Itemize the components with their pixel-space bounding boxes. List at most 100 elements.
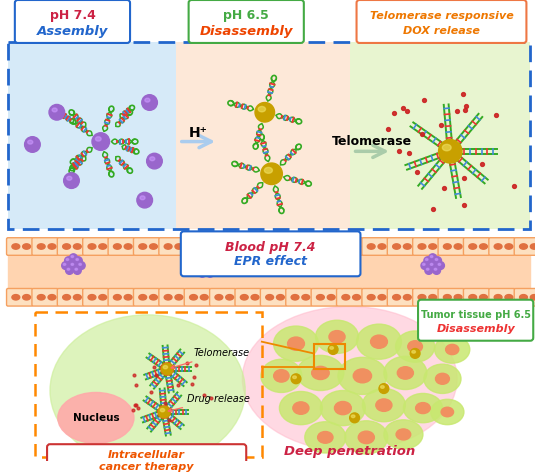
FancyBboxPatch shape <box>83 238 109 255</box>
Ellipse shape <box>202 265 210 272</box>
Ellipse shape <box>12 244 20 249</box>
Ellipse shape <box>425 267 433 274</box>
Ellipse shape <box>297 355 344 390</box>
Ellipse shape <box>396 331 435 362</box>
Ellipse shape <box>243 306 457 451</box>
FancyBboxPatch shape <box>210 238 236 255</box>
Ellipse shape <box>258 107 265 112</box>
FancyBboxPatch shape <box>463 238 490 255</box>
Ellipse shape <box>160 408 165 412</box>
Ellipse shape <box>317 247 324 255</box>
Ellipse shape <box>199 261 202 263</box>
Ellipse shape <box>92 133 110 151</box>
Ellipse shape <box>384 420 423 449</box>
Ellipse shape <box>200 271 202 273</box>
FancyBboxPatch shape <box>184 238 210 255</box>
FancyBboxPatch shape <box>181 231 360 276</box>
Ellipse shape <box>67 268 70 270</box>
FancyBboxPatch shape <box>108 288 135 306</box>
Text: pH 7.4: pH 7.4 <box>50 9 95 22</box>
Ellipse shape <box>195 265 202 272</box>
FancyBboxPatch shape <box>159 238 185 255</box>
Ellipse shape <box>412 351 415 353</box>
Ellipse shape <box>446 345 459 354</box>
Ellipse shape <box>342 295 350 300</box>
FancyBboxPatch shape <box>311 238 337 255</box>
Ellipse shape <box>274 370 289 382</box>
Ellipse shape <box>313 252 316 253</box>
FancyBboxPatch shape <box>350 42 530 229</box>
FancyBboxPatch shape <box>387 238 414 255</box>
Ellipse shape <box>505 244 513 249</box>
Ellipse shape <box>318 431 333 443</box>
Ellipse shape <box>345 421 388 454</box>
Ellipse shape <box>441 407 453 417</box>
Ellipse shape <box>211 266 214 268</box>
FancyBboxPatch shape <box>189 0 304 43</box>
Ellipse shape <box>163 365 167 369</box>
Text: Telomerase: Telomerase <box>171 348 250 369</box>
Ellipse shape <box>207 260 215 268</box>
Ellipse shape <box>422 263 425 265</box>
Text: EPR effect: EPR effect <box>234 255 307 268</box>
Ellipse shape <box>435 259 438 261</box>
FancyBboxPatch shape <box>438 238 464 255</box>
Ellipse shape <box>353 295 360 300</box>
Ellipse shape <box>150 157 155 160</box>
Ellipse shape <box>291 374 301 384</box>
FancyBboxPatch shape <box>159 288 185 306</box>
Ellipse shape <box>310 257 313 259</box>
Ellipse shape <box>435 373 450 384</box>
Ellipse shape <box>326 257 329 259</box>
Ellipse shape <box>215 295 223 300</box>
Ellipse shape <box>293 402 309 414</box>
Ellipse shape <box>251 295 259 300</box>
Text: H⁺: H⁺ <box>189 126 208 140</box>
FancyBboxPatch shape <box>514 238 541 255</box>
Ellipse shape <box>322 261 324 263</box>
Text: Drug release: Drug release <box>168 394 250 412</box>
FancyArrowPatch shape <box>181 135 211 148</box>
Ellipse shape <box>403 394 443 423</box>
FancyBboxPatch shape <box>387 288 414 306</box>
FancyArrowPatch shape <box>355 145 385 158</box>
Ellipse shape <box>88 295 96 300</box>
FancyBboxPatch shape <box>57 238 84 255</box>
Ellipse shape <box>416 403 430 413</box>
Ellipse shape <box>302 295 310 300</box>
FancyBboxPatch shape <box>489 288 515 306</box>
Ellipse shape <box>62 261 70 270</box>
FancyBboxPatch shape <box>8 42 176 229</box>
Ellipse shape <box>159 406 170 418</box>
Ellipse shape <box>469 295 477 300</box>
FancyBboxPatch shape <box>32 288 58 306</box>
Ellipse shape <box>79 263 81 265</box>
FancyBboxPatch shape <box>286 238 312 255</box>
FancyBboxPatch shape <box>413 288 439 306</box>
Ellipse shape <box>274 326 318 361</box>
Ellipse shape <box>358 431 374 444</box>
Ellipse shape <box>95 137 101 141</box>
Text: pH 6.5: pH 6.5 <box>223 9 269 22</box>
Ellipse shape <box>74 295 81 300</box>
Text: Disassembly: Disassembly <box>199 25 293 38</box>
Bar <box>8 254 530 290</box>
FancyBboxPatch shape <box>438 288 464 306</box>
Ellipse shape <box>202 257 210 265</box>
Ellipse shape <box>494 295 502 300</box>
Ellipse shape <box>350 413 360 423</box>
FancyBboxPatch shape <box>57 288 84 306</box>
Ellipse shape <box>317 255 324 262</box>
Ellipse shape <box>65 257 72 265</box>
Ellipse shape <box>352 415 355 418</box>
FancyBboxPatch shape <box>514 288 541 306</box>
Ellipse shape <box>302 244 310 249</box>
Ellipse shape <box>261 359 302 392</box>
FancyBboxPatch shape <box>7 238 33 255</box>
Ellipse shape <box>376 399 392 412</box>
Ellipse shape <box>288 337 305 350</box>
Ellipse shape <box>323 252 325 253</box>
Ellipse shape <box>371 335 387 348</box>
Ellipse shape <box>312 366 329 379</box>
Ellipse shape <box>431 399 464 425</box>
